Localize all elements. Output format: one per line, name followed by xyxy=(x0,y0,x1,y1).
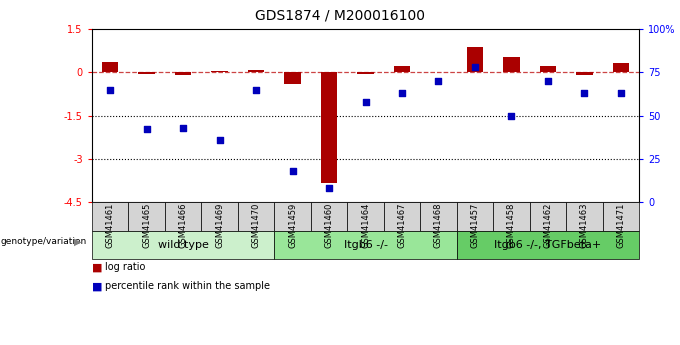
Text: percentile rank within the sample: percentile rank within the sample xyxy=(105,282,271,291)
Point xyxy=(105,87,116,92)
Bar xyxy=(284,72,301,84)
Point xyxy=(579,90,590,96)
Point xyxy=(543,78,554,84)
Text: GSM41461: GSM41461 xyxy=(105,203,114,248)
Bar xyxy=(321,72,337,183)
Point xyxy=(177,125,188,130)
Text: GSM41465: GSM41465 xyxy=(142,203,151,248)
Text: genotype/variation: genotype/variation xyxy=(1,237,87,246)
Text: GSM41462: GSM41462 xyxy=(543,203,552,248)
Text: GSM41466: GSM41466 xyxy=(179,203,188,248)
Bar xyxy=(540,66,556,72)
Bar xyxy=(576,72,593,75)
Point xyxy=(324,185,335,191)
Text: GDS1874 / M200016100: GDS1874 / M200016100 xyxy=(255,9,425,23)
Point xyxy=(506,113,517,118)
Bar xyxy=(466,47,483,72)
Point xyxy=(433,78,444,84)
Text: GSM41467: GSM41467 xyxy=(398,203,407,248)
Bar xyxy=(175,72,191,75)
Point xyxy=(396,90,407,96)
Text: GSM41459: GSM41459 xyxy=(288,203,297,248)
Text: GSM41458: GSM41458 xyxy=(507,203,516,248)
Bar xyxy=(248,70,265,72)
Text: Itgb6 -/-: Itgb6 -/- xyxy=(343,240,388,250)
Text: Itgb6 -/-, TGFbeta+: Itgb6 -/-, TGFbeta+ xyxy=(494,240,602,250)
Bar xyxy=(394,66,410,72)
Point xyxy=(470,65,481,70)
Bar xyxy=(503,57,520,72)
Point xyxy=(360,99,371,105)
Bar xyxy=(613,63,629,72)
Text: ■: ■ xyxy=(92,282,102,291)
Text: GSM41468: GSM41468 xyxy=(434,203,443,248)
Text: GSM41460: GSM41460 xyxy=(324,203,333,248)
Text: GSM41464: GSM41464 xyxy=(361,203,370,248)
Bar xyxy=(357,72,374,74)
Text: ▶: ▶ xyxy=(74,237,82,246)
Text: GSM41457: GSM41457 xyxy=(471,203,479,248)
Text: log ratio: log ratio xyxy=(105,263,146,272)
Text: GSM41470: GSM41470 xyxy=(252,203,260,248)
Point xyxy=(214,137,225,142)
Bar xyxy=(211,71,228,72)
Point xyxy=(141,127,152,132)
Text: GSM41469: GSM41469 xyxy=(215,203,224,248)
Text: GSM41463: GSM41463 xyxy=(580,203,589,248)
Point xyxy=(287,168,298,174)
Point xyxy=(615,90,626,96)
Text: ■: ■ xyxy=(92,263,102,272)
Text: wild type: wild type xyxy=(158,240,209,250)
Text: GSM41471: GSM41471 xyxy=(617,203,626,248)
Bar xyxy=(138,72,155,74)
Point xyxy=(251,87,262,92)
Bar xyxy=(102,62,118,72)
